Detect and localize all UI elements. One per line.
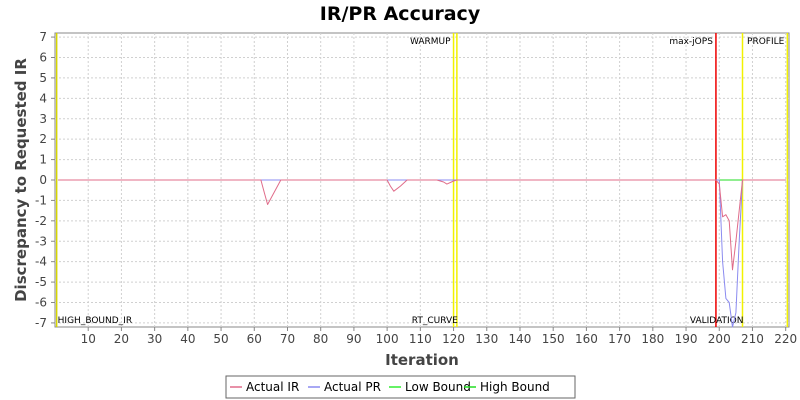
gridlines	[55, 33, 789, 327]
x-tick-label: 200	[708, 332, 731, 346]
x-tick-label: 150	[542, 332, 565, 346]
x-tick-label: 60	[247, 332, 262, 346]
event-marker-bottom-label: RT_CURVE	[412, 316, 458, 326]
event-marker-top-label: PROFILE	[747, 37, 785, 47]
x-tick-label: 70	[280, 332, 295, 346]
y-tick-label: -5	[35, 275, 47, 289]
x-tick-label: 20	[114, 332, 129, 346]
x-tick-label: 50	[213, 332, 228, 346]
y-axis-ticks: 7 6 5 4 3 2 1 0 -1 -2 -3 -4 -5 -6 -7	[35, 30, 55, 330]
x-axis-label: Iteration	[385, 351, 459, 369]
x-tick-label: 40	[180, 332, 195, 346]
x-tick-label: 180	[641, 332, 664, 346]
y-tick-label: 3	[39, 112, 47, 126]
y-tick-label: 7	[39, 30, 47, 44]
x-tick-label: 80	[313, 332, 328, 346]
y-tick-label: 6	[39, 51, 47, 65]
x-tick-label: 210	[741, 332, 764, 346]
event-marker-top-label: max-jOPS	[669, 37, 713, 47]
x-tick-label: 160	[575, 332, 598, 346]
x-tick-label: 190	[675, 332, 698, 346]
x-tick-label: 170	[608, 332, 631, 346]
event-marker-top-label: WARMUP	[410, 37, 451, 47]
y-tick-label: 1	[39, 153, 47, 167]
y-tick-label: -6	[35, 296, 47, 310]
x-axis-ticks: 10 20 30 40 50 60 70 80 90 100 110 120 130 140 150 160 1…	[81, 327, 797, 346]
x-tick-label: 30	[147, 332, 162, 346]
x-tick-label: 90	[346, 332, 361, 346]
x-tick-label: 220	[774, 332, 797, 346]
legend-entry-label: Actual IR	[246, 380, 299, 394]
event-marker-bottom-label: VALIDATION	[690, 316, 744, 326]
x-tick-label: 140	[509, 332, 532, 346]
legend-entry-label: Actual PR	[324, 380, 381, 394]
x-tick-label: 10	[81, 332, 96, 346]
y-tick-label: 0	[39, 173, 47, 187]
y-tick-label: 4	[39, 91, 47, 105]
y-tick-label: 2	[39, 132, 47, 146]
x-tick-label: 100	[376, 332, 399, 346]
series-line-actual-ir	[58, 179, 786, 271]
legend: Actual IR Actual PR Low Bound High Bound	[230, 380, 550, 394]
legend-entry-label: Low Bound	[405, 380, 471, 394]
x-tick-label: 110	[409, 332, 432, 346]
x-tick-label: 130	[475, 332, 498, 346]
y-tick-label: 5	[39, 71, 47, 85]
y-tick-label: -7	[35, 316, 47, 330]
y-tick-label: -2	[35, 214, 47, 228]
y-tick-label: -3	[35, 234, 47, 248]
y-axis-label: Discrepancy to Requested IR	[12, 58, 30, 302]
chart-title: IR/PR Accuracy	[320, 3, 481, 25]
event-markers: HIGH_BOUND_IR WARMUP RT_CURVE max-jOPS VALID…	[55, 33, 789, 327]
y-tick-label: -1	[35, 193, 47, 207]
legend-entry-label: High Bound	[480, 380, 550, 394]
x-tick-label: 120	[442, 332, 465, 346]
series-lines	[58, 179, 786, 328]
y-tick-label: -4	[35, 255, 47, 269]
event-marker-bottom-label: HIGH_BOUND_IR	[58, 316, 132, 326]
